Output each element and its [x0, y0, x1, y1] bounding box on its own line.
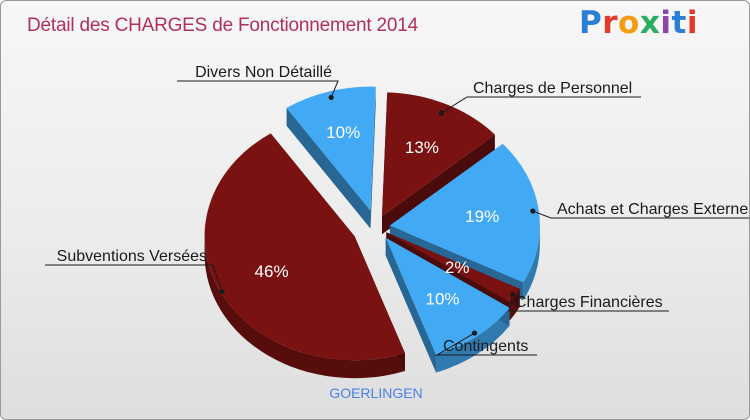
leader-dot [471, 330, 478, 336]
leader-line-subventions-versees [45, 264, 223, 292]
label-charges-financieres: Charges Financières [515, 294, 663, 311]
pct-label-divers-non-detaille: 10% [326, 123, 360, 142]
slice-side [523, 225, 540, 301]
slice-top [286, 86, 376, 211]
slice-side [436, 307, 510, 373]
leader-line-divers-non-detaille [177, 80, 339, 98]
leader-dot [328, 94, 334, 101]
slice-cut [382, 134, 495, 235]
chart-title: Détail des CHARGES de Fonctionnement 201… [27, 15, 419, 36]
leader-dot [530, 208, 536, 214]
pct-label-contingents: 10% [425, 290, 459, 309]
percent-labels: 13% 19% 2% 10% 46% 10% [255, 123, 500, 309]
pie-slices [204, 86, 540, 379]
pct-label-achats-et-charges-externes: 19% [465, 207, 499, 226]
label-achats-et-charges-externes: Achats et Charges Externes [557, 201, 750, 218]
slice-top [389, 143, 540, 283]
leader-dot [509, 291, 516, 298]
leader-dot [219, 288, 225, 295]
leader-line-charges-financieres [508, 294, 669, 312]
leader-line-contingents [435, 332, 537, 356]
slice-top [382, 92, 495, 217]
commune-name: GOERLINGEN [329, 385, 423, 401]
slice-subventions-versees [204, 133, 405, 379]
slice-cut [286, 107, 371, 229]
pct-label-charges-de-personnel: 13% [405, 138, 439, 157]
leader-line-achats-et-charges-externes [532, 210, 749, 219]
label-charges-de-personnel: Charges de Personnel [473, 80, 632, 97]
slice-contingents [385, 237, 510, 373]
slice-side [204, 236, 405, 379]
category-labels: Charges de Personnel Achats et Charges Ex… [57, 64, 750, 355]
label-subventions-versees: Subventions Versées [57, 248, 207, 265]
pct-label-subventions-versees: 46% [255, 262, 289, 281]
slice-top [385, 237, 510, 355]
leader-line-charges-de-personnel [440, 96, 641, 114]
slice-top [386, 232, 520, 303]
label-contingents: Contingents [443, 338, 528, 355]
pct-label-charges-financieres: 2% [445, 258, 470, 277]
label-divers-non-detaille: Divers Non Détaillé [195, 64, 332, 81]
proxiti-logo: Proxiti [579, 5, 698, 41]
slice-charges-de-personnel [382, 92, 495, 235]
slice-top [204, 133, 405, 361]
leader-lines [45, 80, 749, 356]
slice-cut [370, 86, 376, 229]
slice-divers-non-detaille [286, 86, 376, 229]
leader-dot [438, 110, 444, 116]
slice-cut [385, 237, 437, 373]
